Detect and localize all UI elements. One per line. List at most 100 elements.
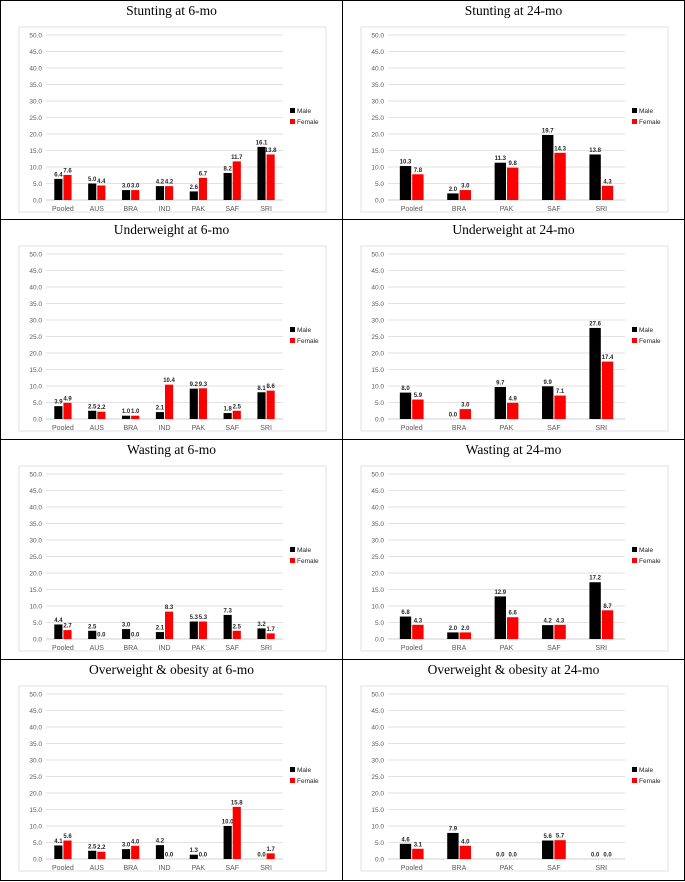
chart-title: Underweight at 6-mo xyxy=(113,222,230,237)
x-tick-label: BRA xyxy=(123,865,138,872)
y-tick-label: 0.0 xyxy=(375,198,384,205)
bar-female xyxy=(131,190,140,200)
bar-male xyxy=(88,410,97,419)
bar-chart: 0.0 5.0 10.0 15.0 20.0 25.0 30.0 35.0 40.0 45.0 50… xyxy=(360,26,669,213)
y-tick-label: 40.0 xyxy=(371,285,384,292)
bar-male xyxy=(542,386,554,419)
bar-female xyxy=(198,177,207,200)
chart-title: Wasting at 6-mo xyxy=(127,442,216,457)
y-tick-label: 50.0 xyxy=(29,33,42,40)
bar-male xyxy=(223,614,232,639)
bar-male xyxy=(189,191,198,200)
bar-female xyxy=(459,190,471,200)
data-label: 12.9 xyxy=(494,590,506,596)
data-label: 8.2 xyxy=(223,166,232,172)
y-tick-label: 40.0 xyxy=(371,66,384,73)
data-label: 1.7 xyxy=(266,847,275,853)
data-label: 4.1 xyxy=(54,839,63,845)
data-label: 9.3 xyxy=(199,382,208,388)
bar-female xyxy=(412,848,424,859)
data-label: 8.1 xyxy=(257,386,266,392)
bar-male xyxy=(155,186,164,200)
bar-female xyxy=(554,840,566,859)
x-tick-label: SAF xyxy=(225,865,239,872)
data-label: 3.0 xyxy=(461,403,470,409)
legend-swatch xyxy=(290,558,295,563)
data-label: 3.0 xyxy=(131,184,140,190)
legend-label: Male xyxy=(639,767,653,774)
y-tick-label: 35.0 xyxy=(29,741,42,748)
bar-female xyxy=(97,185,106,200)
legend-label: Male xyxy=(639,327,653,334)
y-tick-label: 25.0 xyxy=(29,115,42,122)
x-tick-label: SRI xyxy=(260,206,272,213)
data-label: 5.9 xyxy=(414,393,423,399)
bar-chart: 0.0 5.0 10.0 15.0 20.0 25.0 30.0 35.0 40.0 45.0 50… xyxy=(18,685,327,872)
data-label: 0.0 xyxy=(131,633,140,639)
x-tick-label: BRA xyxy=(452,206,467,213)
bar-female xyxy=(232,630,241,639)
bar-male xyxy=(589,327,601,419)
data-label: 15.8 xyxy=(231,800,243,806)
panel-stunting-6mo: Stunting at 6-mo 0.0 5.0 10.0 15.0 20.0 25.0 3… xyxy=(0,0,343,220)
legend-swatch xyxy=(632,338,637,343)
legend-swatch xyxy=(632,558,637,563)
x-tick-label: SAF xyxy=(225,206,239,213)
y-tick-label: 45.0 xyxy=(371,49,384,56)
data-label: 5.7 xyxy=(556,834,565,840)
bar-male xyxy=(399,392,412,419)
data-label: 2.5 xyxy=(88,404,97,410)
x-tick-label: PAK xyxy=(500,865,514,872)
bar-male xyxy=(54,624,63,639)
legend-swatch xyxy=(290,767,295,772)
panel-overweight-24mo: Overweight & obesity at 24-mo 0.0 5.0 10.0… xyxy=(342,659,685,881)
panel-underweight-24mo: Underweight at 24-mo 0.0 5.0 10.0 15.0 20.0 2… xyxy=(342,219,685,440)
x-tick-label: Pooled xyxy=(401,865,423,872)
plot-frame xyxy=(360,245,669,432)
data-label: 13.8 xyxy=(589,148,601,154)
chart-title: Underweight at 24-mo xyxy=(452,222,575,237)
data-label: 3.9 xyxy=(54,400,63,406)
data-label: 2.1 xyxy=(156,626,165,632)
data-label: 4.3 xyxy=(556,618,565,624)
y-tick-label: 5.0 xyxy=(375,181,384,188)
legend-label: Male xyxy=(639,108,653,115)
data-label: 0.0 xyxy=(97,633,106,639)
data-label: 0.0 xyxy=(449,413,458,419)
y-tick-label: 50.0 xyxy=(371,472,384,479)
y-tick-label: 0.0 xyxy=(33,417,42,424)
y-tick-label: 25.0 xyxy=(371,334,384,341)
bar-chart: 0.0 5.0 10.0 15.0 20.0 25.0 30.0 35.0 40.0 45.0 50… xyxy=(18,245,327,432)
bar-male xyxy=(399,166,412,200)
x-tick-label: AUS xyxy=(90,865,105,872)
data-label: 19.7 xyxy=(542,128,554,134)
y-tick-label: 0.0 xyxy=(375,857,384,864)
bar-female xyxy=(412,624,424,639)
y-tick-label: 30.0 xyxy=(29,99,42,106)
data-label: 9.7 xyxy=(496,380,505,386)
x-tick-label: SAF xyxy=(547,645,561,652)
y-tick-label: 15.0 xyxy=(371,587,384,594)
bar-male xyxy=(155,412,164,419)
x-tick-label: PAK xyxy=(500,645,514,652)
y-tick-label: 45.0 xyxy=(371,268,384,275)
data-label: 5.3 xyxy=(190,615,199,621)
data-label: 10.0 xyxy=(222,820,234,826)
data-label: 10.3 xyxy=(400,160,412,166)
legend-label: Female xyxy=(297,778,319,785)
y-tick-label: 25.0 xyxy=(371,774,384,781)
data-label: 2.0 xyxy=(461,626,470,632)
y-tick-label: 25.0 xyxy=(29,334,42,341)
y-tick-label: 40.0 xyxy=(29,66,42,73)
x-tick-label: Pooled xyxy=(401,645,423,652)
data-label: 4.2 xyxy=(544,619,553,625)
y-tick-label: 0.0 xyxy=(33,198,42,205)
bar-female xyxy=(601,361,614,419)
y-tick-label: 35.0 xyxy=(371,521,384,528)
bar-chart: 0.0 5.0 10.0 15.0 20.0 25.0 30.0 35.0 40.0 45.0 50… xyxy=(18,465,327,652)
bar-male xyxy=(88,630,97,639)
data-label: 6.8 xyxy=(401,610,410,616)
y-tick-label: 10.0 xyxy=(371,165,384,172)
x-tick-label: Pooled xyxy=(401,206,423,213)
bar-female xyxy=(412,399,424,419)
